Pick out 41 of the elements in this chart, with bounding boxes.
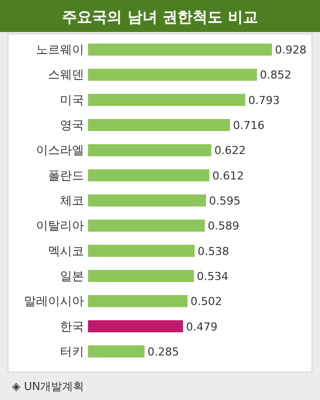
y-tick-label: 폴란드: [48, 168, 84, 182]
data-label: 0.852: [260, 68, 292, 82]
y-tick-label: 체코: [60, 194, 84, 208]
bar: [88, 320, 183, 332]
bar: [88, 144, 212, 156]
data-label: 0.612: [212, 169, 244, 182]
bar: [88, 244, 195, 257]
data-label: 0.538: [198, 244, 230, 258]
data-label: 0.793: [248, 94, 280, 107]
bar: [88, 119, 230, 132]
y-tick-label: 말레이시아: [24, 294, 84, 308]
data-label: 0.285: [148, 345, 180, 358]
y-tick-label: 이스라엘: [36, 143, 84, 158]
chart-title: 주요국의 남녀 권한척도 비교: [62, 8, 258, 26]
bar: [88, 220, 205, 232]
bar: [88, 68, 257, 81]
y-tick-label: 이탈리아: [36, 218, 84, 233]
y-tick-label: 영국: [60, 118, 84, 132]
data-label: 0.595: [208, 194, 240, 208]
bar: [88, 270, 194, 282]
y-tick-label: 노르웨이: [36, 42, 84, 57]
data-label: 0.928: [275, 44, 306, 57]
text: ◈ UN개발계획: [12, 380, 84, 393]
y-tick-label: 미국: [60, 92, 84, 107]
data-label: 0.622: [214, 144, 246, 158]
data-label: 0.589: [208, 220, 240, 233]
bar: [88, 169, 210, 182]
data-label: 0.479: [186, 320, 218, 334]
y-tick-label: 한국: [60, 319, 84, 334]
bar: [88, 345, 145, 358]
y-tick-label: 터키: [60, 344, 84, 358]
bar: [88, 295, 188, 308]
y-tick-label: 스웨덴: [48, 68, 84, 82]
bar: [88, 44, 272, 56]
y-tick-label: 일본: [60, 268, 84, 283]
data-label: 0.534: [196, 270, 228, 283]
bar: [88, 194, 206, 207]
data-label: 0.502: [190, 295, 222, 308]
bar: [88, 94, 246, 106]
data-label: 0.716: [232, 119, 264, 132]
y-tick-label: 멕시코: [48, 244, 84, 258]
